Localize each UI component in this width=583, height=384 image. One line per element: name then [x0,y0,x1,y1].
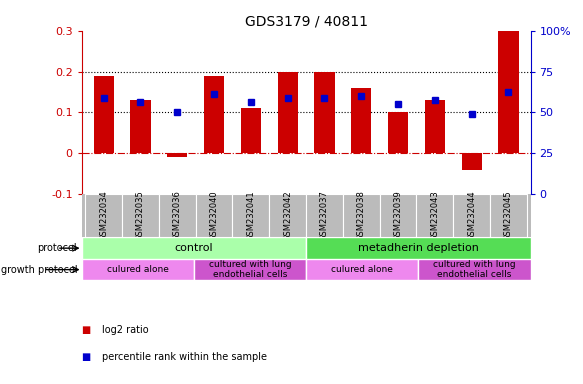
Text: GSM232040: GSM232040 [209,190,219,241]
Text: culured alone: culured alone [331,265,393,274]
Bar [82,259,194,280]
Bar [196,194,233,237]
Bar [269,194,306,237]
Bar [122,194,159,237]
Bar [388,113,408,153]
Text: ■: ■ [82,325,91,335]
Bar [85,194,122,237]
Bar [131,100,150,153]
Bar [194,259,306,280]
Bar [306,259,419,280]
Text: GSM232034: GSM232034 [99,190,108,241]
Bar [306,237,531,259]
Text: ■: ■ [82,352,91,362]
Bar [204,76,224,153]
Text: cultured with lung
endothelial cells: cultured with lung endothelial cells [209,260,292,279]
Bar [233,194,269,237]
Text: GSM232041: GSM232041 [247,190,255,241]
Bar [343,194,380,237]
Text: culured alone: culured alone [107,265,168,274]
Text: metadherin depletion: metadherin depletion [358,243,479,253]
Text: GSM232042: GSM232042 [283,190,292,241]
Bar [94,76,114,153]
Bar [167,153,187,157]
Bar [351,88,371,153]
Text: GSM232035: GSM232035 [136,190,145,241]
Text: log2 ratio: log2 ratio [102,325,149,335]
Bar [380,194,416,237]
Bar [278,71,298,153]
Bar [82,237,306,259]
Text: GSM232038: GSM232038 [357,190,366,241]
Text: GSM232045: GSM232045 [504,190,513,241]
Text: GSM232044: GSM232044 [467,190,476,241]
Text: control: control [174,243,213,253]
Bar [498,31,518,153]
Text: GSM232037: GSM232037 [320,190,329,241]
Bar [159,194,196,237]
Bar [425,100,445,153]
Bar [419,259,531,280]
Text: cultured with lung
endothelial cells: cultured with lung endothelial cells [433,260,516,279]
Text: protocol: protocol [37,243,77,253]
Bar [306,194,343,237]
Bar [314,71,335,153]
Text: growth protocol: growth protocol [1,265,77,275]
Bar [453,194,490,237]
Bar [462,153,482,170]
Text: GSM232036: GSM232036 [173,190,182,241]
Bar [416,194,453,237]
Title: GDS3179 / 40811: GDS3179 / 40811 [245,14,367,28]
Text: percentile rank within the sample: percentile rank within the sample [102,352,267,362]
Text: GSM232039: GSM232039 [394,190,403,241]
Bar [490,194,527,237]
Text: GSM232043: GSM232043 [430,190,440,241]
Bar [241,108,261,153]
